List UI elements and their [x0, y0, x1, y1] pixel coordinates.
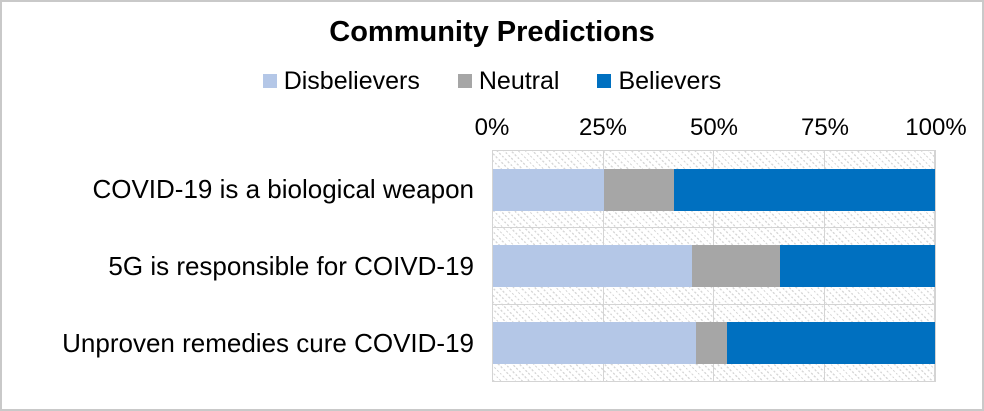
x-axis-tick-label: 50%	[689, 114, 739, 141]
bar-segment-neutral	[691, 245, 781, 288]
x-axis-tick-label: 0%	[474, 114, 510, 141]
chart-title: Community Predictions	[329, 16, 655, 48]
stacked-bar	[493, 321, 935, 364]
bar-segment-neutral	[696, 321, 728, 364]
bar-segment-believers	[780, 245, 935, 288]
x-axis-tick-label: 100%	[905, 114, 967, 141]
x-axis-tick-label: 25%	[578, 114, 628, 141]
stacked-bar	[493, 168, 935, 211]
category-label: 5G is responsible for COIVD-19	[108, 250, 474, 281]
legend-item-believers: Believers	[597, 66, 721, 96]
category-label: COVID-19 is a biological weapon	[92, 173, 474, 204]
bar-row	[493, 304, 935, 381]
bar-segment-believers	[674, 168, 935, 211]
bar-segment-disbelievers	[493, 245, 692, 288]
bar-row	[493, 228, 935, 305]
bar-segment-disbelievers	[493, 168, 604, 211]
x-axis-tick-label: 75%	[800, 114, 850, 141]
category-axis-labels: COVID-19 is a biological weapon 5G is res…	[2, 150, 482, 382]
category-label: Unproven remedies cure COVID-19	[62, 328, 474, 359]
bar-segment-believers	[727, 321, 935, 364]
plot-area	[492, 150, 936, 382]
row-separator	[493, 227, 935, 229]
legend-label: Disbelievers	[283, 67, 420, 95]
x-axis-tick-labels: 0% 25% 50% 75% 100%	[475, 114, 967, 142]
legend-item-neutral: Neutral	[457, 66, 560, 96]
legend-label: Neutral	[478, 67, 560, 95]
legend-label: Believers	[618, 67, 722, 95]
bar-row	[493, 151, 935, 228]
stacked-bar	[493, 245, 935, 288]
chart-legend: Disbelievers Neutral Believers	[2, 66, 982, 96]
bar-segment-neutral	[603, 168, 675, 211]
legend-swatch-icon	[262, 74, 277, 88]
legend-swatch-icon	[597, 74, 612, 88]
bar-segment-disbelievers	[493, 321, 697, 364]
legend-item-disbelievers: Disbelievers	[262, 66, 420, 96]
row-separator	[493, 303, 935, 305]
legend-swatch-icon	[457, 74, 472, 88]
